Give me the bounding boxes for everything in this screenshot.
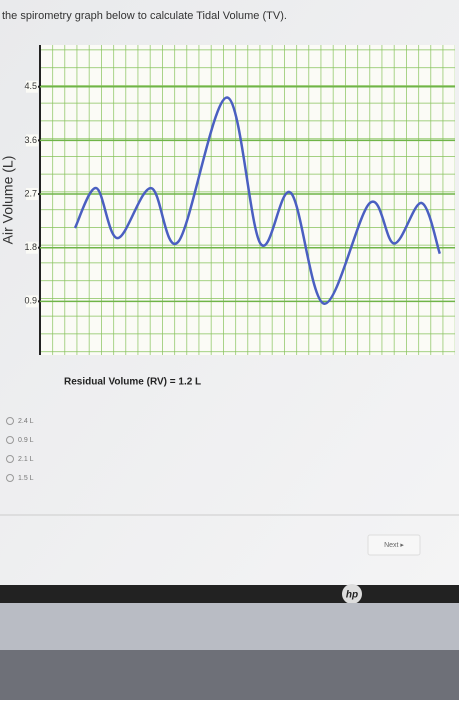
tick-label-bg [26,134,38,147]
option-label[interactable]: 0.9 L [18,437,34,444]
radio[interactable] [6,474,14,482]
desk [0,650,459,700]
radio[interactable] [6,455,14,463]
curve [73,96,441,305]
y-tick-label: 2.7 [24,188,37,198]
y-tick-label: 0.9 [24,296,37,306]
plot-grid [40,45,455,355]
radio[interactable] [6,417,14,425]
tick-label-bg [26,80,38,93]
hp-logo [342,584,362,604]
option-label[interactable]: 1.5 L [18,475,34,482]
hp-text: hp [346,590,358,601]
option-label[interactable]: 2.4 L [18,418,34,425]
question: the spirometry graph below to calculate … [2,10,287,22]
tick-label-bg [26,241,38,254]
y-tick-label: 4.5 [24,81,37,91]
y-tick-label: 1.8 [24,242,37,252]
note: Residual Volume (RV) = 1.2 L [64,377,201,388]
stand [0,603,459,650]
option-label[interactable]: 2.1 L [18,456,34,463]
y-tick-label: 3.6 [24,135,37,145]
bezel [0,585,459,603]
next-label[interactable]: Next ▸ [384,542,404,549]
tick-label-bg [26,295,38,308]
next-button[interactable] [367,534,421,556]
y-label: Air Volume (L) [0,156,16,245]
radio[interactable] [6,436,14,444]
tick-label-bg [26,188,38,201]
